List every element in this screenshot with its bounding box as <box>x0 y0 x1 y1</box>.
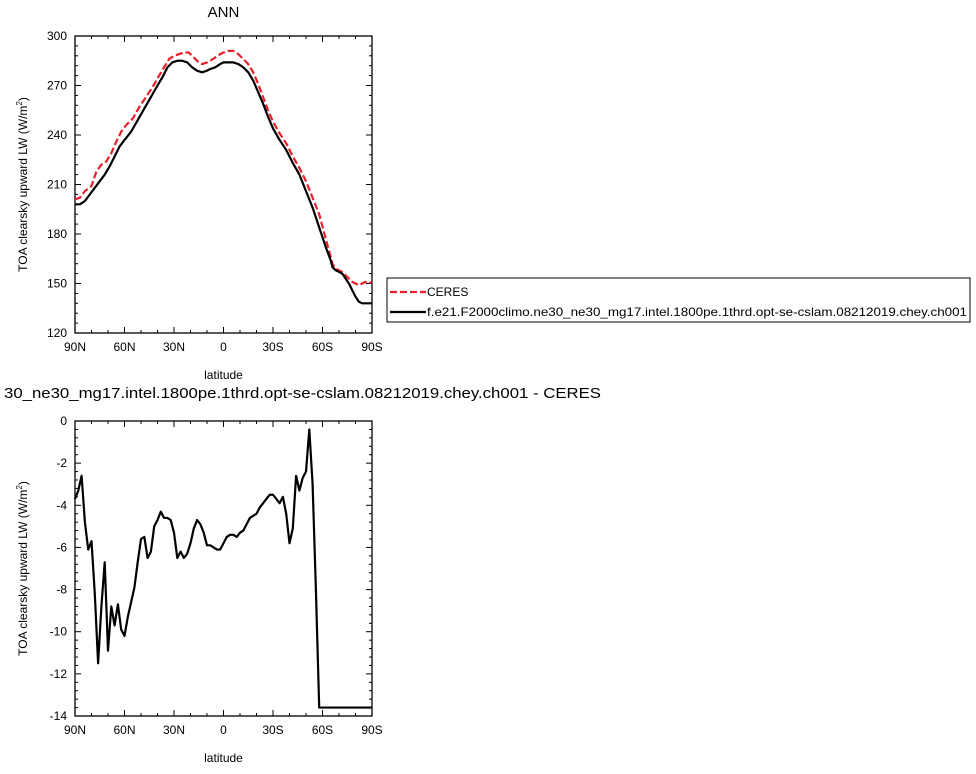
series-layer <box>73 428 372 709</box>
chart-toa-clearsky-lw-ann: ANN 90N 60N 30N 0 30S 60S 90S 120 150 180 210 240 2… <box>15 4 383 382</box>
x-tick-label: 30N <box>163 723 185 737</box>
y-tick-label: -2 <box>56 456 67 470</box>
series-line-difference <box>73 428 372 709</box>
series-layer <box>74 49 373 305</box>
series-line-model <box>75 59 372 305</box>
y-axis-label-main: TOA clearsky upward LW (W/m <box>16 490 30 656</box>
y-tick-label: 210 <box>47 178 67 192</box>
x-tick-label: 60S <box>312 340 333 354</box>
x-tick-label: 30S <box>262 340 283 354</box>
x-tick-label: 30S <box>262 723 283 737</box>
y-axis-label-superscript: 2 <box>15 485 24 490</box>
y-tick-label: -8 <box>56 583 67 597</box>
y-axis-label-superscript: 2 <box>15 101 24 106</box>
y-tick-label: 240 <box>47 128 67 142</box>
y-ticks: -14 -12 -10 -8 -6 -4 -2 0 <box>50 414 372 723</box>
legend-label-ceres: CERES <box>427 285 468 299</box>
y-axis-label-tail: ) <box>16 481 30 485</box>
y-ticks: 120 150 180 210 240 270 300 <box>47 29 372 340</box>
plot-frame <box>74 420 373 717</box>
y-tick-label: 150 <box>47 277 67 291</box>
plot-frame <box>74 35 373 334</box>
x-tick-label: 90N <box>64 340 86 354</box>
x-tick-label: 60S <box>312 723 333 737</box>
series-line-ceres <box>74 49 373 287</box>
y-tick-label: 0 <box>60 414 67 428</box>
legend: CERES f.e21.F2000climo.ne30_ne30_mg17.in… <box>386 277 971 323</box>
y-tick-label: 300 <box>47 29 67 43</box>
y-tick-label: -12 <box>50 667 68 681</box>
x-tick-label: 60N <box>113 340 135 354</box>
x-ticks: 90N 60N 30N 0 30S 60S 90S <box>64 36 383 354</box>
y-tick-label: 120 <box>47 326 67 340</box>
legend-label-model: f.e21.F2000climo.ne30_ne30_mg17.intel.18… <box>427 305 967 319</box>
y-tick-label: -6 <box>56 540 67 554</box>
x-ticks: 90N 60N 30N 0 30S 60S 90S <box>64 421 383 737</box>
x-axis-label: latitude <box>204 368 243 382</box>
x-tick-label: 0 <box>220 723 227 737</box>
y-tick-label: -4 <box>56 498 67 512</box>
x-tick-label: 90N <box>64 723 86 737</box>
y-axis-label-main: TOA clearsky upward LW (W/m <box>16 106 30 272</box>
chart-title: 30_ne30_mg17.intel.1800pe.1thrd.opt-se-c… <box>4 385 601 402</box>
x-tick-label: 60N <box>113 723 135 737</box>
legend-box <box>386 277 971 323</box>
y-tick-label: 270 <box>47 79 67 93</box>
y-tick-label: -10 <box>50 625 68 639</box>
y-axis-label-tail: ) <box>16 97 30 101</box>
chart-toa-clearsky-lw-difference: 30_ne30_mg17.intel.1800pe.1thrd.opt-se-c… <box>4 385 601 765</box>
x-tick-label: 0 <box>220 340 227 354</box>
y-tick-label: 180 <box>47 227 67 241</box>
x-tick-label: 90S <box>361 340 382 354</box>
y-tick-label: -14 <box>50 709 68 723</box>
x-axis-label: latitude <box>204 751 243 765</box>
x-tick-label: 30N <box>163 340 185 354</box>
y-axis-label: TOA clearsky upward LW (W/m2) <box>15 481 30 656</box>
y-axis-label: TOA clearsky upward LW (W/m2) <box>15 97 30 272</box>
chart-title: ANN <box>208 4 240 21</box>
x-tick-label: 90S <box>361 723 382 737</box>
